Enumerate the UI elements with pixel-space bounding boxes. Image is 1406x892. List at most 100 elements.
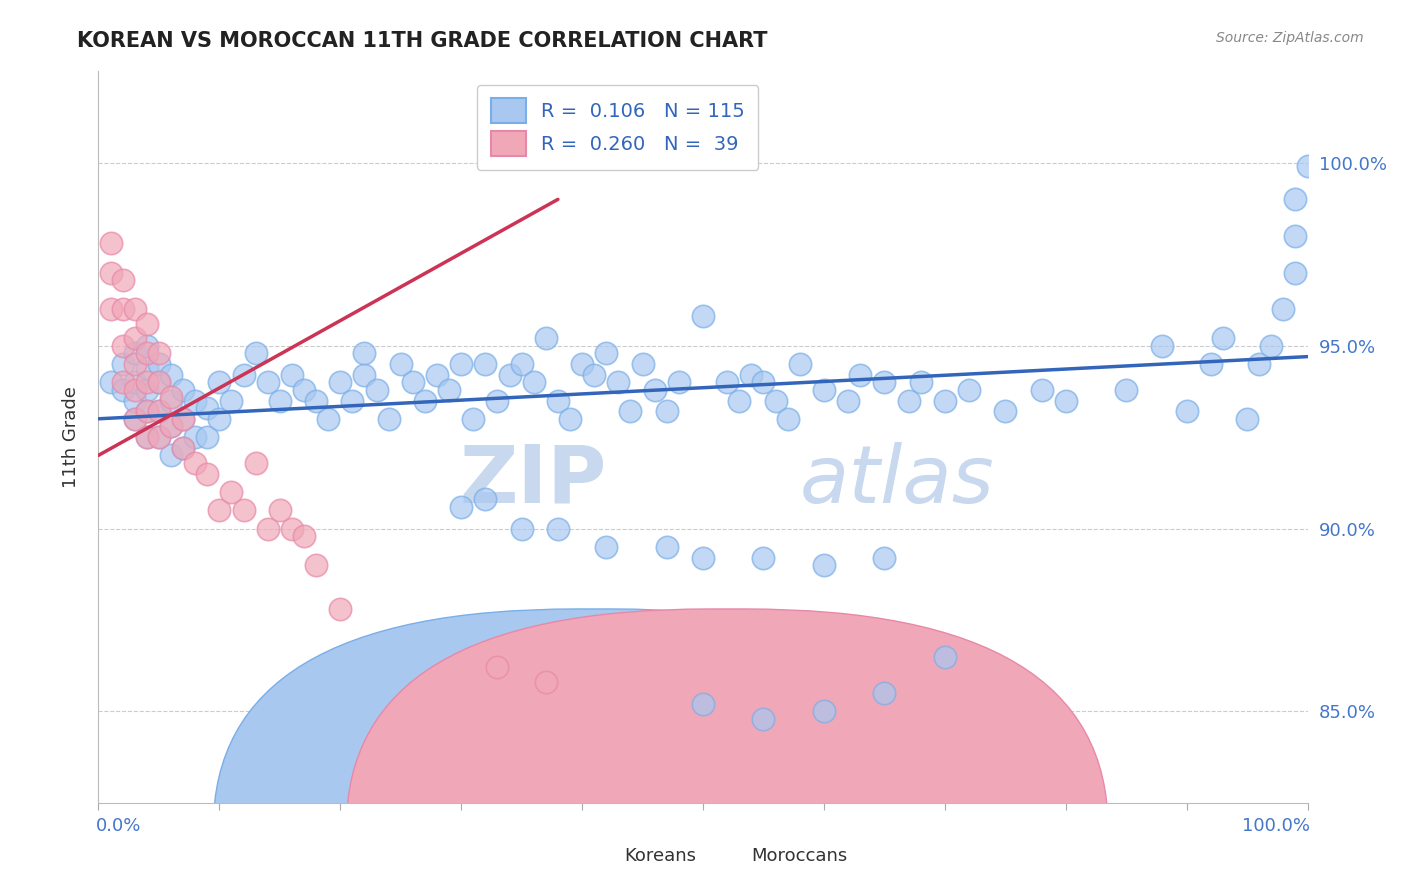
Point (1249, 357, 1271, 371)
Point (1284, 266, 1306, 280)
Text: ZIP: ZIP (458, 442, 606, 520)
Point (486, 660, 509, 674)
Point (232, 368, 254, 382)
Point (124, 393, 146, 408)
Point (135, 360, 157, 375)
Point (305, 393, 328, 408)
Point (1284, 193, 1306, 207)
Point (124, 376, 146, 390)
Point (135, 317, 157, 331)
Point (111, 273, 134, 287)
Point (100, 376, 122, 390)
Point (160, 419, 183, 434)
Point (100, 302, 122, 317)
Y-axis label: 11th Grade: 11th Grade (62, 386, 80, 488)
Point (486, 393, 509, 408)
Point (208, 503, 231, 517)
Point (111, 383, 134, 397)
Point (437, 383, 460, 397)
Point (111, 357, 134, 371)
Point (1199, 357, 1222, 371)
Point (124, 346, 146, 360)
Point (813, 383, 835, 397)
Point (269, 393, 291, 408)
Point (728, 393, 751, 408)
Point (558, 412, 581, 426)
Point (135, 404, 157, 418)
Point (269, 503, 291, 517)
Point (1296, 160, 1319, 174)
Point (135, 404, 157, 418)
Point (583, 368, 606, 382)
Point (692, 697, 714, 711)
Point (195, 401, 218, 415)
Point (124, 383, 146, 397)
Point (195, 430, 218, 444)
Text: Koreans: Koreans (624, 847, 696, 864)
Text: atlas: atlas (800, 442, 994, 520)
Point (184, 456, 207, 470)
Point (1212, 331, 1234, 345)
Text: Source: ZipAtlas.com: Source: ZipAtlas.com (1216, 31, 1364, 45)
Point (160, 393, 183, 408)
Point (547, 393, 569, 408)
Point (111, 376, 134, 390)
Text: 0.0%: 0.0% (96, 817, 142, 836)
Point (619, 404, 641, 418)
Text: KOREAN VS MOROCCAN 11TH GRADE CORRELATION CHART: KOREAN VS MOROCCAN 11TH GRADE CORRELATIO… (77, 31, 768, 51)
Point (353, 346, 375, 360)
Point (256, 376, 278, 390)
Point (426, 368, 449, 382)
Point (316, 412, 339, 426)
Point (934, 393, 956, 408)
Point (813, 705, 835, 719)
Legend: R =  0.106   N = 115, R =  0.260   N =  39: R = 0.106 N = 115, R = 0.260 N = 39 (477, 85, 758, 169)
Point (740, 368, 762, 382)
Point (148, 376, 170, 390)
Point (752, 550, 775, 565)
Point (135, 376, 157, 390)
Point (910, 376, 932, 390)
Point (668, 376, 690, 390)
Point (221, 393, 243, 408)
Point (752, 712, 775, 726)
Point (135, 383, 157, 397)
Point (498, 368, 520, 382)
Point (172, 383, 194, 397)
Point (534, 675, 557, 690)
Point (172, 441, 194, 455)
Point (897, 393, 920, 408)
Point (135, 430, 157, 444)
Point (547, 522, 569, 536)
Point (789, 357, 811, 371)
Point (474, 357, 496, 371)
Point (510, 522, 533, 536)
FancyBboxPatch shape (214, 609, 976, 892)
Point (450, 500, 472, 514)
Point (402, 376, 425, 390)
Point (292, 529, 315, 543)
Point (1152, 339, 1174, 353)
Point (172, 412, 194, 426)
Point (523, 376, 546, 390)
Point (124, 357, 146, 371)
Point (849, 368, 872, 382)
Text: Moroccans: Moroccans (751, 847, 848, 864)
Point (195, 467, 218, 481)
FancyBboxPatch shape (346, 609, 1108, 892)
Point (595, 346, 617, 360)
Point (1031, 383, 1053, 397)
Point (135, 339, 157, 353)
Point (1054, 393, 1077, 408)
Point (752, 376, 775, 390)
Point (1175, 404, 1198, 418)
Point (148, 376, 170, 390)
Point (994, 404, 1017, 418)
Point (450, 357, 472, 371)
Point (873, 686, 896, 700)
Point (292, 383, 315, 397)
Point (353, 368, 375, 382)
Point (631, 357, 654, 371)
Point (534, 331, 557, 345)
Point (148, 430, 170, 444)
